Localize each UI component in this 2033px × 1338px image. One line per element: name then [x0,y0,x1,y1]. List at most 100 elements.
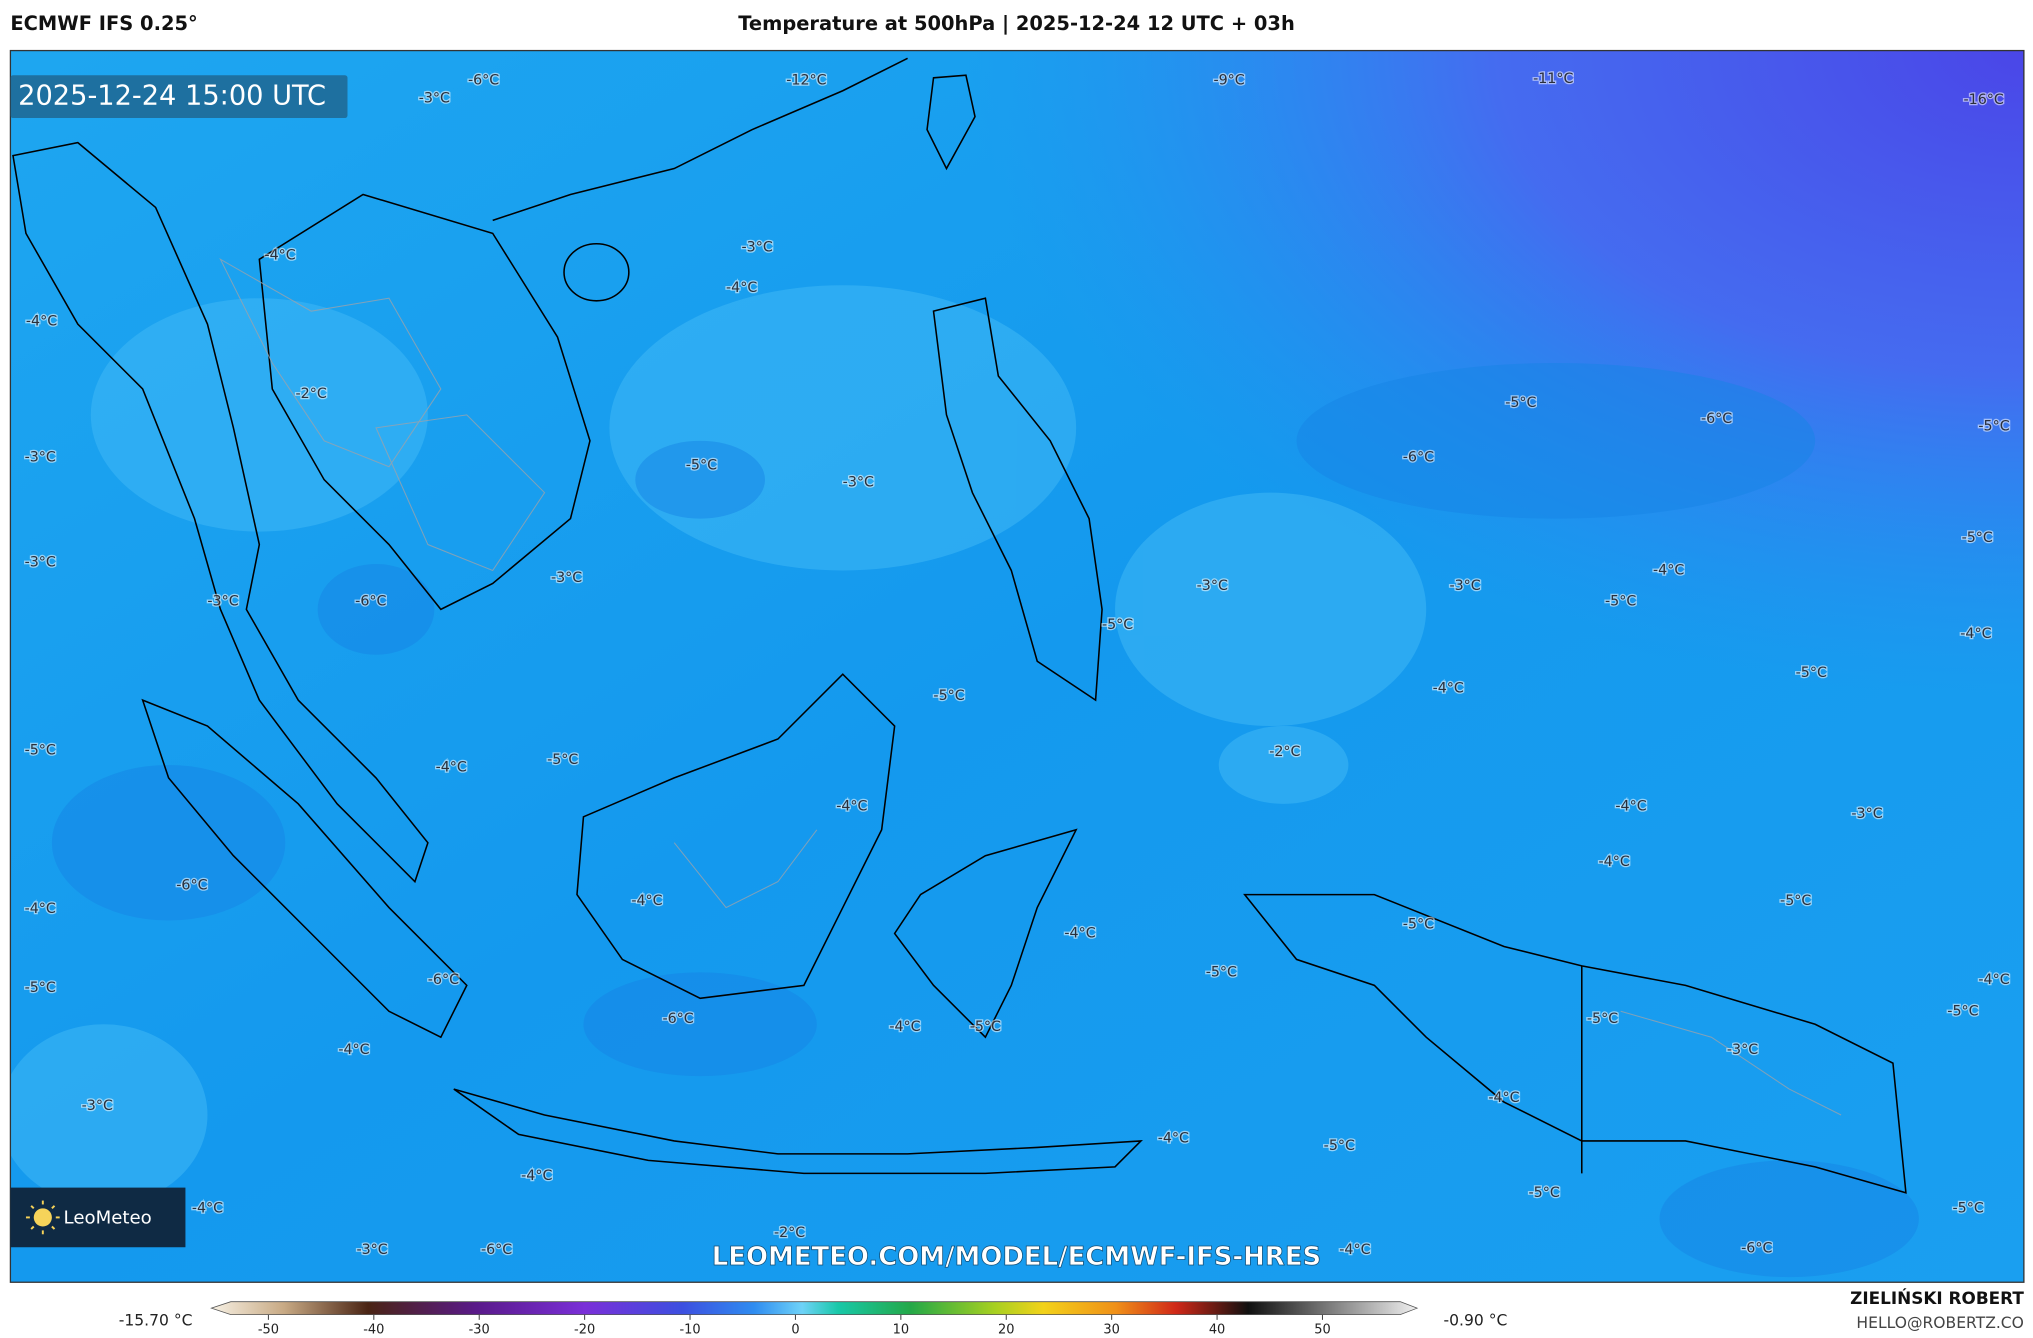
contour-label: -4°C [836,798,867,814]
color-bar-tick-label: -30 [469,1323,490,1338]
contour-label: -2°C [296,386,327,402]
contour-label: -4°C [1488,1090,1519,1106]
contour-label: -4°C [1339,1242,1370,1258]
contour-label: -4°C [889,1019,920,1035]
legend-min: -15.70 °C [119,1312,193,1330]
contour-label: -5°C [1206,964,1237,980]
color-bar-tick-label: -50 [258,1323,279,1338]
contour-label: -6°C [468,72,499,88]
contour-label: -4°C [338,1042,369,1058]
color-bar-tick-label: 50 [1314,1323,1330,1338]
contour-label: -3°C [843,474,874,490]
contour-label: -5°C [1102,617,1133,633]
contour-label: -5°C [1962,530,1993,546]
color-bar-tick-label: 10 [893,1323,909,1338]
contour-label: -4°C [521,1168,552,1184]
contour-label: -3°C [356,1242,387,1258]
color-bar-tick-label: 40 [1209,1323,1225,1338]
contour-label: -3°C [1851,806,1882,822]
email: HELLO@ROBERTZ.CO [1856,1314,2023,1332]
contour-label: -4°C [192,1200,223,1216]
contour-label: -6°C [355,594,386,610]
contour-label: -4°C [264,247,295,263]
color-bar-tick-label: -40 [363,1323,384,1338]
contour-label: -3°C [25,555,56,571]
contour-label: -11°C [1533,71,1573,87]
contour-label: -3°C [207,594,238,610]
contour-label: -5°C [686,457,717,473]
logo-rays [25,1200,60,1235]
contour-label: -4°C [436,760,467,776]
contour-label: -5°C [1796,665,1827,681]
contour-label: -4°C [1960,626,1991,642]
contour-label: -4°C [1158,1130,1189,1146]
timestamp: 2025-12-24 15:00 UTC [18,81,326,112]
contour-label: -3°C [742,240,773,256]
contour-label: -6°C [481,1242,512,1258]
contour-label: -6°C [428,972,459,988]
contour-label: -5°C [1529,1185,1560,1201]
contour-label: -5°C [970,1019,1001,1035]
contour-label: -5°C [1505,395,1536,411]
contour-label: -4°C [631,893,662,909]
contour-label: -5°C [1403,916,1434,932]
contour-label: -5°C [1978,419,2009,435]
logo-text: LeoMeteo [64,1208,152,1229]
contour-label: -5°C [547,752,578,768]
legend-max: -0.90 °C [1444,1312,1508,1330]
borders [219,258,1842,1116]
map-title: Temperature at 500hPa | 2025-12-24 12 UT… [738,12,1295,35]
contour-label: -5°C [933,688,964,704]
contour-label: -3°C [1727,1042,1758,1058]
contour-label: -4°C [1978,972,2009,988]
contour-label: -6°C [662,1011,693,1027]
watermark: LEOMETEO.COM/MODEL/ECMWF-IFS-HRES [712,1242,1321,1272]
cold-patches [51,363,1919,1278]
contour-label: -16°C [1964,92,2004,108]
contour-label: -5°C [25,743,56,759]
contour-label: -5°C [1780,893,1811,909]
contour-label: -4°C [1064,925,1095,941]
contour-label: -6°C [176,878,207,894]
model-name: ECMWF IFS 0.25° [10,12,197,35]
color-bar-tick-label: -20 [574,1323,595,1338]
map: -3°C-6°C -12°C -9°C -11°C-16°C-3°C-4°C-4°C-… [10,50,2024,1283]
logo-sun [33,1208,52,1227]
contour-label: -5°C [1947,1003,1978,1019]
contour-label: -4°C [1433,680,1464,696]
contour-label: -4°C [1599,854,1630,870]
contour-label: -3°C [1197,578,1228,594]
contour-label: -6°C [1741,1241,1772,1257]
contour-label: -5°C [25,980,56,996]
contour-labels: -3°C-6°C -12°C -9°C -11°C-16°C-3°C-4°C-4°C-… [23,70,2011,1259]
color-bar-tick-label: 0 [791,1323,799,1338]
contour-label: -4°C [1653,562,1684,578]
contour-label: -4°C [26,314,57,330]
coastlines [12,57,1907,1194]
contour-label: -12°C [786,72,826,88]
color-bar-tick-label: 30 [1103,1323,1119,1338]
color-bar-ticks: -50 -40 -30 -20 -10 0 10 20 30 40 50 [258,1314,1331,1338]
contour-label: -3°C [82,1098,113,1114]
contour-label: -5°C [1605,594,1636,610]
timestamp-box [10,75,348,118]
contour-label: -5°C [1587,1011,1618,1027]
contour-label: -5°C [1952,1200,1983,1216]
contour-label: -4°C [1615,798,1646,814]
contour-label: -6°C [1403,450,1434,466]
contour-label: -9°C [1213,72,1244,88]
contour-label: -2°C [774,1225,805,1241]
contour-label: -3°C [25,450,56,466]
color-bar-tick-label: 20 [998,1323,1014,1338]
contour-label: -3°C [551,570,582,586]
cold-field [10,50,2024,1283]
map-frame [9,49,2025,1283]
contour-label: -5°C [1324,1138,1355,1154]
color-bar [210,1301,1419,1316]
contour-label: -3°C [419,91,450,107]
contour-label: -4°C [726,280,757,296]
author: ZIELIŃSKI ROBERT [1850,1287,2024,1308]
contour-label: -4°C [25,901,56,917]
